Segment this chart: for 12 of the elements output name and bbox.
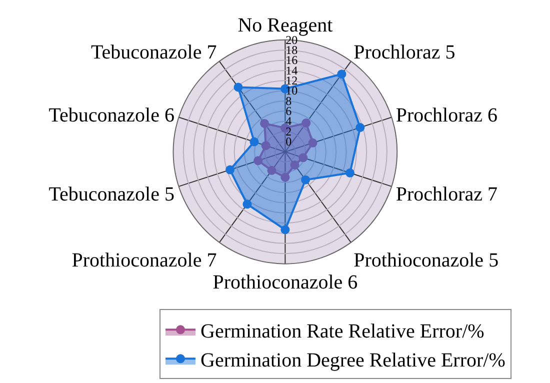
- spoke-label: Prochloraz 7: [396, 184, 498, 206]
- spoke-label: Prochloraz 5: [354, 42, 456, 64]
- spoke-label: Tebuconazole 6: [48, 104, 174, 126]
- spoke-label: Prothioconazole 7: [72, 249, 217, 272]
- legend-label: Germination Degree Relative Error/%: [200, 349, 506, 372]
- spoke-label: Prothioconazole 5: [354, 249, 499, 272]
- spoke-label: Prothioconazole 6: [212, 271, 358, 294]
- spoke-label: Prochloraz 6: [396, 104, 498, 126]
- spoke-label: Tebuconazole 7: [90, 42, 217, 64]
- spoke-label: No Reagent: [238, 14, 334, 36]
- spoke-label: Tebuconazole 5: [48, 184, 174, 206]
- legend-label: Germination Rate Relative Error/%: [200, 320, 484, 342]
